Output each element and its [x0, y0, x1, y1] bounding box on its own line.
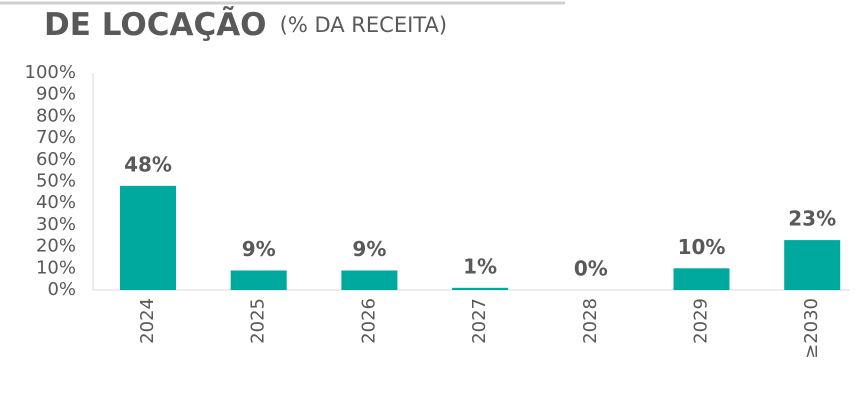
x-tick-label: 2026	[358, 298, 379, 344]
value-label: 9%	[352, 237, 386, 261]
chart-title-group: DE LOCAÇÃO (% DA RECEITA)	[44, 6, 447, 43]
y-tick-label: 0%	[47, 279, 76, 300]
bar	[784, 240, 841, 290]
x-tick-label: 2029	[691, 298, 712, 344]
chart-title: DE LOCAÇÃO	[44, 6, 267, 43]
x-tick-label: 2027	[469, 298, 490, 344]
x-tick-label: 2025	[248, 298, 269, 344]
bar	[120, 185, 176, 290]
bar	[230, 270, 287, 290]
value-label: 1%	[463, 254, 497, 278]
bar	[341, 270, 398, 290]
y-tick-label: 100%	[25, 62, 76, 83]
y-tick-label: 90%	[36, 84, 76, 105]
x-tick-label: 2028	[580, 298, 601, 344]
value-label: 9%	[242, 237, 276, 261]
value-label: 23%	[788, 207, 836, 231]
y-tick-label: 60%	[36, 149, 76, 170]
y-tick-label: 30%	[36, 214, 76, 235]
bar	[673, 268, 730, 290]
x-tick-label: ≥2030	[801, 298, 822, 359]
y-tick-label: 40%	[36, 192, 76, 213]
y-tick-label: 10%	[36, 257, 76, 278]
y-tick-label: 50%	[36, 171, 76, 192]
bar	[452, 287, 509, 290]
value-label: 48%	[124, 152, 172, 176]
x-tick-label: 2024	[137, 298, 158, 344]
y-tick-label: 70%	[36, 127, 76, 148]
value-label: 10%	[678, 235, 726, 259]
y-tick-label: 80%	[36, 105, 76, 126]
chart-subtitle: (% DA RECEITA)	[280, 13, 447, 37]
value-label: 0%	[574, 257, 608, 281]
y-tick-label: 20%	[36, 236, 76, 257]
